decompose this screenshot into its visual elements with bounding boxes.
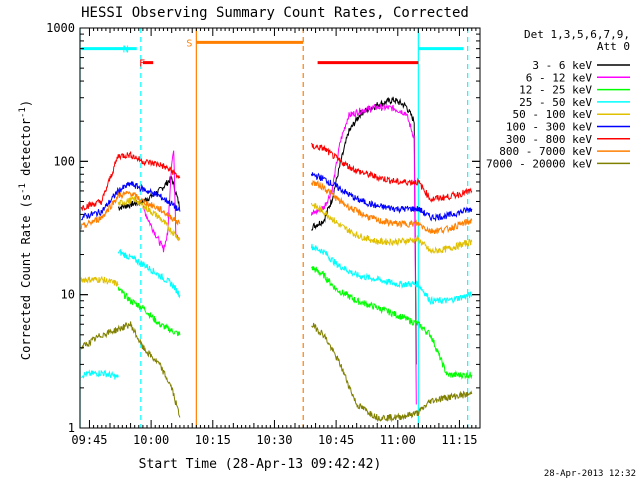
- legend-entry-label: 300 - 800 keV: [506, 133, 592, 146]
- y-tick-label: 1000: [46, 21, 75, 35]
- flag-label-N: N: [123, 45, 129, 56]
- axes: 1 10 100 1000 09:45 10:00 10:15 10:30 10:45 11:00…: [46, 21, 481, 447]
- series-line-5-segment-0: [80, 181, 181, 221]
- x-tick-label: 10:00: [133, 433, 169, 447]
- series-line-1-segment-1: [310, 103, 417, 405]
- series-line-3-segment-1: [117, 248, 181, 299]
- legend-entry-label: 3 - 6 keV: [532, 59, 592, 72]
- series-line-3-segment-2: [310, 243, 473, 306]
- series-line-2-segment-1: [311, 266, 473, 380]
- flag-label-S: S: [186, 38, 192, 49]
- x-tick-label: 11:15: [441, 433, 477, 447]
- legend-entry-label: 100 - 300 keV: [506, 121, 592, 134]
- series-line-2-segment-0: [117, 286, 181, 337]
- y-axis-label: Corrected Count Rate (s-1 detector-1): [18, 100, 33, 360]
- series-line-3-segment-0: [81, 369, 119, 380]
- chart-title: HESSI Observing Summary Count Rates, Cor…: [81, 5, 469, 21]
- series-line-7-segment-0: [80, 190, 181, 230]
- series-line-8-segment-1: [311, 322, 473, 423]
- series-line-7-segment-1: [310, 179, 473, 235]
- x-tick-label: 10:30: [256, 433, 292, 447]
- legend-title-line1: Det 1,3,5,6,7,9,: [524, 28, 630, 41]
- series-line-5-segment-1: [310, 172, 473, 222]
- x-tick-label: 10:15: [195, 433, 231, 447]
- x-tick-label: 09:45: [71, 433, 107, 447]
- generation-timestamp: 28-Apr-2013 12:32: [544, 469, 636, 479]
- legend-entry-label: 800 - 7000 keV: [499, 145, 592, 158]
- legend-entry-label: 50 - 100 keV: [513, 108, 593, 121]
- legend-entry-label: 25 - 50 keV: [519, 96, 592, 109]
- series-line-8-segment-0: [80, 321, 181, 418]
- series-line-4-segment-1: [117, 196, 181, 241]
- series-line-6-segment-1: [310, 142, 473, 203]
- series-line-6-segment-0: [80, 151, 181, 212]
- y-tick-label: 1: [68, 421, 75, 435]
- legend-entry-label: 7000 - 20000 keV: [486, 157, 592, 170]
- legend-entry-label: 6 - 12 keV: [526, 71, 593, 84]
- legend-title-line2: Att 0: [597, 40, 630, 53]
- series-line-1-segment-0: [142, 150, 181, 253]
- y-tick-label: 100: [53, 154, 75, 168]
- plot-area: FN S: [79, 28, 473, 428]
- flag-label-F: F: [139, 59, 145, 70]
- series-line-0-segment-0: [117, 174, 181, 212]
- x-tick-label: 10:45: [318, 433, 354, 447]
- series-line-4-segment-2: [310, 202, 473, 255]
- y-tick-label: 10: [61, 288, 75, 302]
- x-axis-label: Start Time (28-Apr-13 09:42:42): [139, 457, 382, 472]
- series-line-4-segment-0: [80, 275, 119, 287]
- legend-entry-label: 12 - 25 keV: [519, 84, 592, 97]
- x-tick-label: 11:00: [380, 433, 416, 447]
- plot-frame: [79, 27, 481, 429]
